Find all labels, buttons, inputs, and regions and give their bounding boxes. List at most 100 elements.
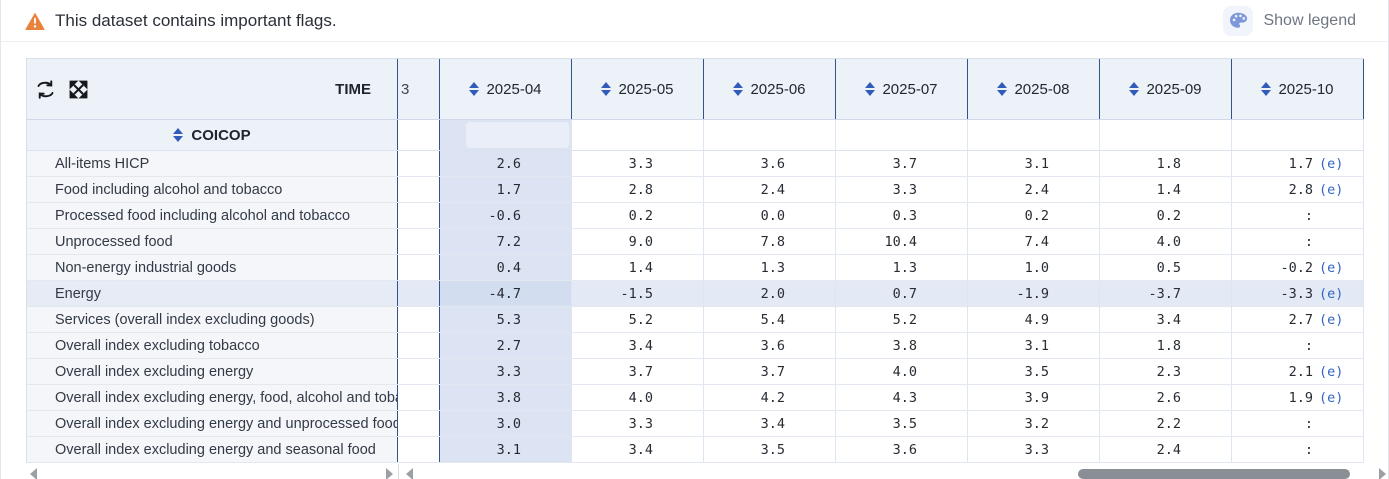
data-cell[interactable]: 2.2 [1100, 411, 1232, 436]
data-cell[interactable]: 3.0 [440, 411, 572, 436]
scrollbar-thumb[interactable] [1078, 469, 1350, 479]
sort-updown-icon[interactable] [1129, 82, 1140, 96]
data-cell[interactable]: 9.0 [572, 229, 704, 254]
data-cell[interactable]: 1.8 [1100, 151, 1232, 176]
data-cell[interactable]: 1.8 [1100, 333, 1232, 358]
data-cell[interactable]: 3.8 [440, 385, 572, 410]
row-label[interactable]: Unprocessed food [27, 229, 398, 254]
data-cell[interactable]: 3.6 [704, 151, 836, 176]
data-cell[interactable]: 0.0 [704, 203, 836, 228]
coicop-dimension-header[interactable]: COICOP [27, 120, 398, 150]
data-cell[interactable]: 1.4 [572, 255, 704, 280]
data-cell[interactable]: 2.3 [1100, 359, 1232, 384]
data-cell[interactable]: 5.4 [704, 307, 836, 332]
scroll-right-arrow-icon[interactable] [1379, 468, 1386, 479]
sort-updown-icon[interactable] [1261, 82, 1272, 96]
sort-updown-icon[interactable] [469, 82, 480, 96]
row-label[interactable]: Services (overall index excluding goods) [27, 307, 398, 332]
data-cell[interactable]: 0.2 [1100, 203, 1232, 228]
data-cell[interactable]: 3.7 [836, 151, 968, 176]
data-cell[interactable]: 3.1 [440, 437, 572, 462]
data-cell[interactable]: -3.7 [1100, 281, 1232, 306]
row-label[interactable]: Overall index excluding energy, food, al… [27, 385, 398, 410]
data-cell[interactable]: 3.3 [836, 177, 968, 202]
row-label[interactable]: Overall index excluding energy [27, 359, 398, 384]
data-cell[interactable]: 3.7 [704, 359, 836, 384]
row-label[interactable]: Non-energy industrial goods [27, 255, 398, 280]
row-label[interactable]: Overall index excluding tobacco [27, 333, 398, 358]
show-legend-button[interactable]: Show legend [1223, 5, 1356, 36]
scroll-left-arrow-icon[interactable] [30, 468, 37, 479]
data-cell[interactable]: 3.4 [704, 411, 836, 436]
row-label[interactable]: All-items HICP [27, 151, 398, 176]
data-cell[interactable]: 5.2 [836, 307, 968, 332]
data-cell[interactable]: 7.2 [440, 229, 572, 254]
data-cell[interactable]: 2.8 (e) [1232, 177, 1364, 202]
data-cell[interactable]: 3.6 [704, 333, 836, 358]
data-cell[interactable]: 3.1 [968, 333, 1100, 358]
data-cell[interactable]: 3.9 [968, 385, 1100, 410]
data-cell[interactable]: 2.4 [968, 177, 1100, 202]
data-cell[interactable]: 0.4 [440, 255, 572, 280]
data-cell[interactable]: 0.5 [1100, 255, 1232, 280]
data-cell[interactable]: 1.9 (e) [1232, 385, 1364, 410]
data-cell[interactable]: 7.8 [704, 229, 836, 254]
data-cell[interactable]: : [1232, 437, 1364, 462]
column-header-2025-04[interactable]: 2025-04 [440, 59, 572, 119]
data-cell[interactable]: -1.9 [968, 281, 1100, 306]
data-cell[interactable]: 1.7 [440, 177, 572, 202]
data-scrollbar[interactable] [400, 463, 1388, 479]
data-cell[interactable]: 2.6 [440, 151, 572, 176]
data-cell[interactable]: 2.7 (e) [1232, 307, 1364, 332]
data-cell[interactable]: 3.4 [572, 437, 704, 462]
data-cell[interactable]: 1.4 [1100, 177, 1232, 202]
data-cell[interactable]: 3.5 [836, 411, 968, 436]
column-header-2025-06[interactable]: 2025-06 [704, 59, 836, 119]
data-cell[interactable]: -3.3 (e) [1232, 281, 1364, 306]
scroll-right-arrow-icon[interactable] [386, 468, 393, 479]
data-cell[interactable]: -0.2 (e) [1232, 255, 1364, 280]
column-header-2025-10[interactable]: 2025-10 [1232, 59, 1364, 119]
data-cell[interactable]: -4.7 [440, 281, 572, 306]
data-cell[interactable]: 1.7 (e) [1232, 151, 1364, 176]
sort-updown-icon[interactable] [601, 82, 612, 96]
data-cell[interactable]: 2.1 (e) [1232, 359, 1364, 384]
sort-updown-icon[interactable] [865, 82, 876, 96]
column-header-2025-09[interactable]: 2025-09 [1100, 59, 1232, 119]
data-cell[interactable]: 3.6 [836, 437, 968, 462]
sort-updown-icon[interactable] [733, 82, 744, 96]
data-cell[interactable]: 4.0 [572, 385, 704, 410]
data-cell[interactable]: 4.3 [836, 385, 968, 410]
data-cell[interactable]: : [1232, 333, 1364, 358]
data-cell[interactable]: 3.3 [968, 437, 1100, 462]
data-cell[interactable]: 0.2 [968, 203, 1100, 228]
data-cell[interactable]: 5.3 [440, 307, 572, 332]
data-cell[interactable]: 3.4 [1100, 307, 1232, 332]
data-cell[interactable]: 2.7 [440, 333, 572, 358]
data-cell[interactable]: 3.8 [836, 333, 968, 358]
data-cell[interactable]: 3.5 [704, 437, 836, 462]
sort-updown-icon[interactable] [173, 128, 184, 142]
scroll-left-arrow-icon[interactable] [406, 468, 413, 479]
data-cell[interactable]: 2.4 [1100, 437, 1232, 462]
data-cell[interactable]: 0.2 [572, 203, 704, 228]
data-cell[interactable]: 10.4 [836, 229, 968, 254]
data-cell[interactable]: 0.3 [836, 203, 968, 228]
data-cell[interactable]: 0.7 [836, 281, 968, 306]
data-cell[interactable]: 7.4 [968, 229, 1100, 254]
row-label[interactable]: Food including alcohol and tobacco [27, 177, 398, 202]
data-cell[interactable]: 5.2 [572, 307, 704, 332]
column-header-2025-07[interactable]: 2025-07 [836, 59, 968, 119]
row-label[interactable]: Overall index excluding energy and seaso… [27, 437, 398, 462]
data-cell[interactable]: 2.4 [704, 177, 836, 202]
data-cell[interactable]: 1.3 [704, 255, 836, 280]
data-cell[interactable]: 4.0 [836, 359, 968, 384]
data-cell[interactable]: 3.3 [572, 411, 704, 436]
pivot-swap-icon[interactable] [35, 79, 56, 100]
data-cell[interactable]: 1.3 [836, 255, 968, 280]
labels-scrollbar[interactable] [26, 468, 397, 479]
data-cell[interactable]: 4.9 [968, 307, 1100, 332]
row-label[interactable]: Energy [27, 281, 398, 306]
data-cell[interactable]: 3.1 [968, 151, 1100, 176]
expand-arrows-icon[interactable] [68, 79, 89, 100]
